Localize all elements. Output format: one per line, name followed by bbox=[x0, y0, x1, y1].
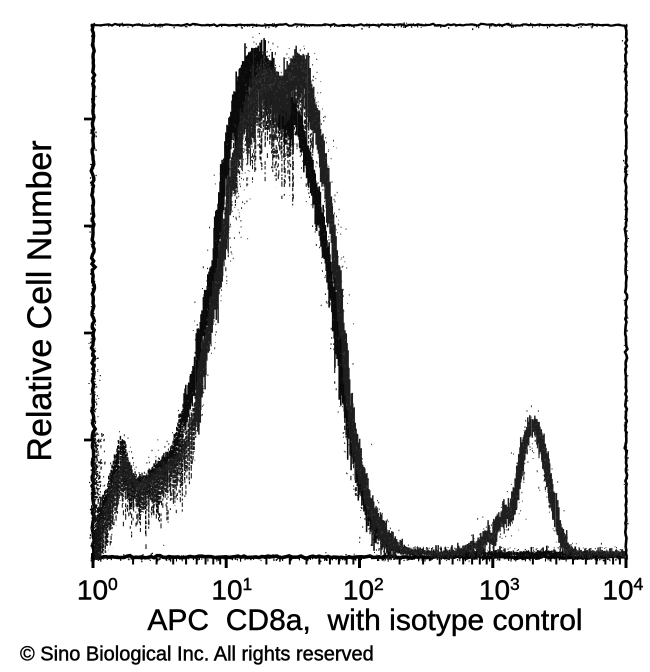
svg-text:4: 4 bbox=[634, 574, 644, 594]
svg-text:10: 10 bbox=[77, 575, 108, 606]
svg-text:2: 2 bbox=[374, 574, 384, 594]
svg-text:10: 10 bbox=[211, 575, 242, 606]
svg-text:APC CD8a, with isotype contr: APC CD8a, with isotype control bbox=[147, 604, 582, 637]
svg-text:1: 1 bbox=[243, 574, 253, 594]
svg-text:10: 10 bbox=[479, 575, 510, 606]
svg-text:Relative Cell Number: Relative Cell Number bbox=[21, 140, 59, 461]
svg-text:© Sino Biological Inc. All rig: © Sino Biological Inc. All rights reserv… bbox=[20, 644, 374, 666]
svg-text:10: 10 bbox=[602, 575, 633, 606]
svg-text:3: 3 bbox=[510, 574, 520, 594]
svg-text:10: 10 bbox=[343, 575, 374, 606]
svg-text:0: 0 bbox=[108, 574, 118, 594]
